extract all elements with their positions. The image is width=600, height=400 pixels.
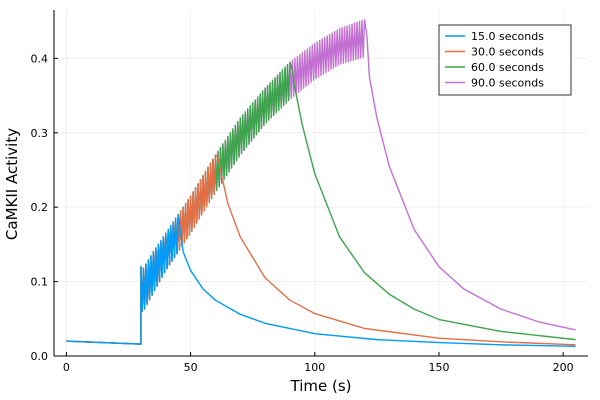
y-tick-label: 0.3 [31, 127, 49, 140]
x-axis-title: Time (s) [290, 377, 352, 395]
legend-label: 60.0 seconds [471, 61, 544, 74]
x-tick-label: 50 [184, 361, 198, 374]
x-tick-label: 100 [304, 361, 325, 374]
x-tick-label: 0 [63, 361, 70, 374]
legend: 15.0 seconds 30.0 seconds 60.0 seconds 90.0… [438, 24, 572, 96]
legend-label: 90.0 seconds [471, 77, 544, 90]
y-axis-title: CaMKII Activity [3, 128, 21, 240]
plot-area [66, 18, 576, 348]
series-line-2 [66, 154, 576, 346]
y-tick-label: 0.2 [31, 201, 49, 214]
y-tick-label: 0.4 [31, 52, 49, 65]
x-tick-label: 200 [553, 361, 574, 374]
axes [53, 10, 588, 357]
y-tick-label: 0.1 [31, 276, 49, 289]
tick-labels: 0 50 100 150 200 0.0 0.1 0.2 0.3 0.4 [31, 52, 574, 374]
x-tick-label: 150 [428, 361, 449, 374]
legend-label: 30.0 seconds [471, 46, 544, 59]
legend-label: 15.0 seconds [471, 30, 544, 43]
series-line-1 [66, 213, 576, 348]
y-tick-label: 0.0 [31, 350, 49, 363]
